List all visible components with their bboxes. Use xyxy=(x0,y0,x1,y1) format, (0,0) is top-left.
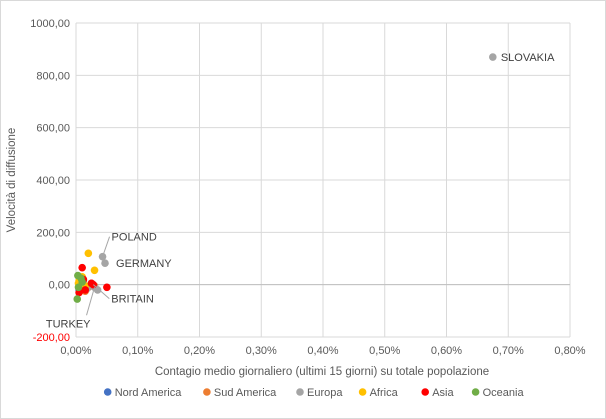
legend-label: Africa xyxy=(370,387,399,399)
legend-label: Sud America xyxy=(214,387,277,399)
data-point xyxy=(101,259,109,268)
data-point xyxy=(74,283,83,292)
gridlines xyxy=(75,22,571,338)
annotation-leader-line xyxy=(92,284,110,300)
data-point xyxy=(84,249,93,258)
annotation-label: TURKEY xyxy=(46,318,91,330)
annotation-label: POLAND xyxy=(112,232,157,244)
legend-marker xyxy=(203,388,211,396)
annotation-label: GERMANY xyxy=(116,258,172,270)
legend-label: Nord America xyxy=(115,387,183,399)
data-point xyxy=(77,274,85,282)
y-tick-label: 1000,00 xyxy=(30,18,70,30)
annotation-label: BRITAIN xyxy=(111,294,154,306)
x-tick-label: 0,60% xyxy=(431,345,462,357)
legend-marker xyxy=(103,388,112,396)
legend-marker xyxy=(471,388,480,396)
data-point xyxy=(93,286,102,294)
data-point xyxy=(98,252,107,261)
x-tick-label: 0,50% xyxy=(369,345,400,357)
legend-marker xyxy=(421,388,430,396)
data-point xyxy=(103,283,111,292)
annotation-leader-line xyxy=(86,287,96,316)
legend-marker xyxy=(358,388,367,396)
data-point xyxy=(73,295,82,303)
x-tick-label: 0,10% xyxy=(122,345,153,357)
tick-labels: -200,00 0,00 200,00 400,00 600,00 800,00 1000,… xyxy=(30,18,586,357)
x-tick-label: 0,40% xyxy=(307,345,338,357)
legend-label: Oceania xyxy=(483,387,525,399)
data-point xyxy=(78,263,86,272)
legend-label: Europa xyxy=(307,387,343,399)
x-tick-label: 0,70% xyxy=(493,345,524,357)
y-tick-label: 600,00 xyxy=(36,123,70,135)
legend: Nord America Sud America Europa Africa Asia O… xyxy=(103,387,525,399)
annotations: SLOVAKIA POLAND GERMANY BRITAIN TURKEY xyxy=(46,52,555,330)
annotation-label: SLOVAKIA xyxy=(501,52,555,64)
x-tick-label: 0,80% xyxy=(554,345,585,357)
x-tick-label: 0,20% xyxy=(184,345,215,357)
y-tick-label: 400,00 xyxy=(36,175,70,187)
legend-marker xyxy=(296,388,304,396)
x-axis-title: Contagio medio giornaliero (ultimi 15 gi… xyxy=(155,366,489,378)
y-tick-label: 200,00 xyxy=(36,227,70,239)
data-point xyxy=(90,266,99,275)
y-axis-title: Velocità di diffusione xyxy=(6,128,18,233)
annotation-leader-line xyxy=(102,236,111,257)
y-tick-label: 800,00 xyxy=(36,70,70,82)
data-point xyxy=(489,53,497,61)
legend-label: Asia xyxy=(432,387,454,399)
x-tick-label: 0,30% xyxy=(246,345,277,357)
data-point xyxy=(81,286,90,294)
y-tick-label: 0,00 xyxy=(49,280,70,292)
x-tick-label: 0,00% xyxy=(60,345,91,357)
y-tick-label: -200,00 xyxy=(33,332,70,344)
